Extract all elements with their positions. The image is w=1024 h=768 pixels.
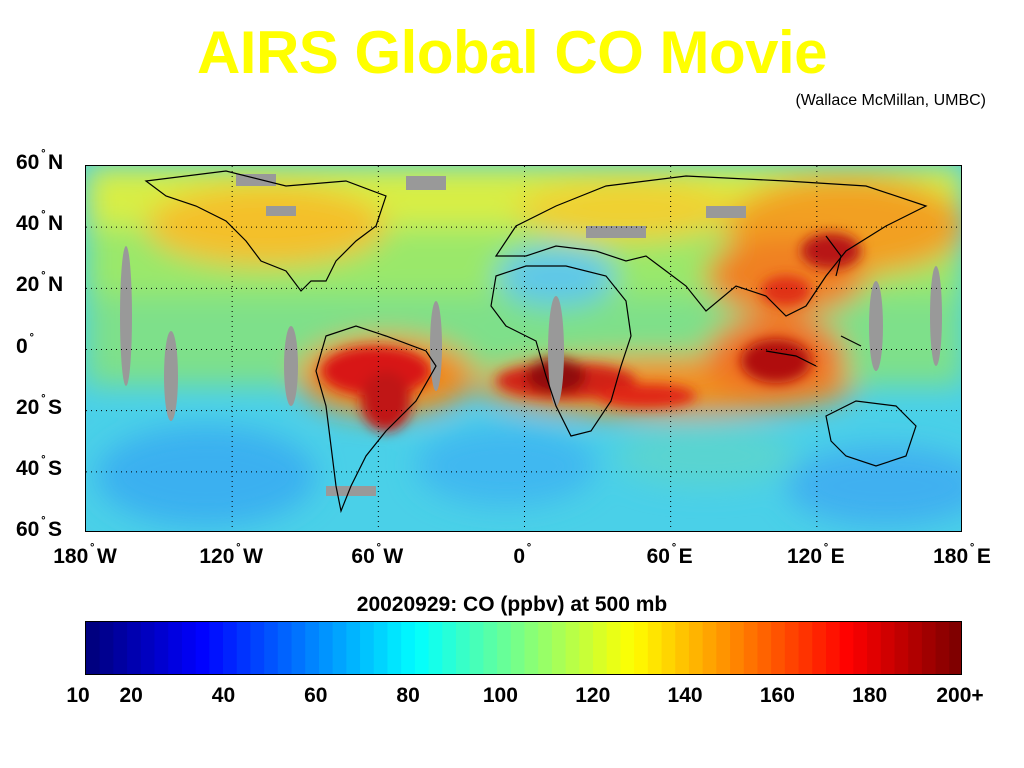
colorbar-swatch xyxy=(935,622,950,674)
colorbar-title: 20020929: CO (ppbv) at 500 mb xyxy=(356,593,668,616)
lon-label: 0 ˚ xyxy=(513,541,532,568)
colorbar-swatch xyxy=(236,622,252,674)
colorbar-swatch xyxy=(565,622,580,674)
colorbar-swatch xyxy=(949,622,961,674)
colorbar-swatch xyxy=(798,622,813,674)
colorbar-swatch xyxy=(812,622,827,674)
colorbar-swatch xyxy=(716,622,731,674)
lat-label: 40 ˚S xyxy=(16,452,63,480)
colorbar-swatch xyxy=(757,622,772,674)
colorbar-swatch xyxy=(428,622,443,674)
colorbar-swatch xyxy=(277,622,293,674)
colorbar-swatch xyxy=(593,622,608,674)
colorbar-swatch xyxy=(743,622,759,674)
colorbar-swatch xyxy=(250,622,265,674)
colorbar-swatch xyxy=(675,622,690,674)
colorbar-swatch xyxy=(839,622,854,674)
colorbar-swatch xyxy=(154,622,169,674)
colorbar-swatch xyxy=(469,622,484,674)
colorbar-swatch xyxy=(579,622,594,674)
colorbar-swatch xyxy=(195,622,210,674)
colorbar-swatch xyxy=(894,622,909,674)
colorbar-swatch xyxy=(223,622,238,674)
colorbar-swatch xyxy=(168,622,183,674)
colorbar-swatch xyxy=(784,622,800,674)
colorbar-swatch xyxy=(730,622,745,674)
lon-label: 120 ˚W xyxy=(199,541,263,568)
colorbar-swatch xyxy=(318,622,334,674)
colorbar-tick-label: 100 xyxy=(482,684,518,707)
colorbar-swatch xyxy=(99,622,114,674)
colorbar-tick-label: 20 xyxy=(119,684,143,707)
colorbar-tick-label: 160 xyxy=(759,684,795,707)
colorbar-swatch xyxy=(455,622,471,674)
colorbar-swatch xyxy=(401,622,416,674)
lat-label: 20 ˚S xyxy=(16,391,63,419)
colorbar-swatch xyxy=(634,622,649,674)
colorbar-swatch xyxy=(346,622,361,674)
lat-label: 40 ˚N xyxy=(16,208,64,236)
colorbar-swatch xyxy=(127,622,142,674)
lat-label: 60 ˚N xyxy=(16,147,64,174)
colorbar-swatch xyxy=(113,622,128,674)
lon-label: 60 ˚W xyxy=(351,541,404,568)
colorbar-swatch xyxy=(908,622,923,674)
colorbar-swatch xyxy=(414,622,430,674)
colorbar-swatch xyxy=(291,622,306,674)
colorbar-tick-label: 40 xyxy=(211,684,236,707)
colorbar-swatch xyxy=(661,622,676,674)
colorbar-swatch xyxy=(140,622,156,674)
colorbar-swatch xyxy=(86,622,101,674)
colorbar-gradient xyxy=(86,622,961,674)
colorbar-tick-label: 60 xyxy=(304,684,328,707)
colorbar-swatch xyxy=(688,622,704,674)
lon-label: 180 ˚W xyxy=(53,541,117,568)
colorbar-swatch xyxy=(853,622,868,674)
colorbar-tick-label: 80 xyxy=(396,684,420,707)
credit-text: (Wallace McMillan, UMBC) xyxy=(795,92,986,109)
colorbar-swatch xyxy=(360,622,375,674)
page-title: AIRS Global CO Movie xyxy=(196,19,828,86)
lon-label: 180 ˚E xyxy=(933,541,991,568)
colorbar-swatch xyxy=(305,622,320,674)
colorbar-swatch xyxy=(620,622,635,674)
colorbar-tick-label: 10 xyxy=(66,684,90,707)
colorbar-tick-label: 200+ xyxy=(936,684,984,707)
colorbar-swatch xyxy=(647,622,663,674)
colorbar-swatch xyxy=(332,622,347,674)
co-map xyxy=(85,165,962,532)
colorbar-swatch xyxy=(606,622,622,674)
colorbar-swatch xyxy=(387,622,402,674)
colorbar-swatch xyxy=(538,622,553,674)
colorbar-swatch xyxy=(880,622,896,674)
lon-label: 120 ˚E xyxy=(786,541,845,568)
colorbar-swatch xyxy=(510,622,526,674)
colorbar-swatch xyxy=(524,622,539,674)
colorbar-swatch xyxy=(209,622,224,674)
lat-label: 0 ˚ xyxy=(16,330,35,358)
colorbar-swatch xyxy=(483,622,498,674)
colorbar-swatch xyxy=(442,622,457,674)
lon-label: 60 ˚E xyxy=(646,541,693,568)
colorbar-tick-label: 140 xyxy=(667,684,703,707)
colorbar-swatch xyxy=(702,622,717,674)
colorbar-swatch xyxy=(867,622,882,674)
colorbar-swatch xyxy=(497,622,512,674)
lat-label: 20 ˚N xyxy=(16,269,64,297)
co-map-canvas xyxy=(86,166,961,531)
colorbar-swatch xyxy=(551,622,567,674)
colorbar-swatch xyxy=(825,622,841,674)
colorbar-swatch xyxy=(771,622,786,674)
colorbar-tick-label: 120 xyxy=(575,684,611,707)
colorbar-swatch xyxy=(373,622,389,674)
colorbar-swatch xyxy=(181,622,197,674)
colorbar xyxy=(85,621,962,675)
lat-label: 60 ˚S xyxy=(16,514,63,541)
colorbar-swatch xyxy=(921,622,937,674)
colorbar-swatch xyxy=(264,622,279,674)
colorbar-tick-label: 180 xyxy=(852,684,888,707)
